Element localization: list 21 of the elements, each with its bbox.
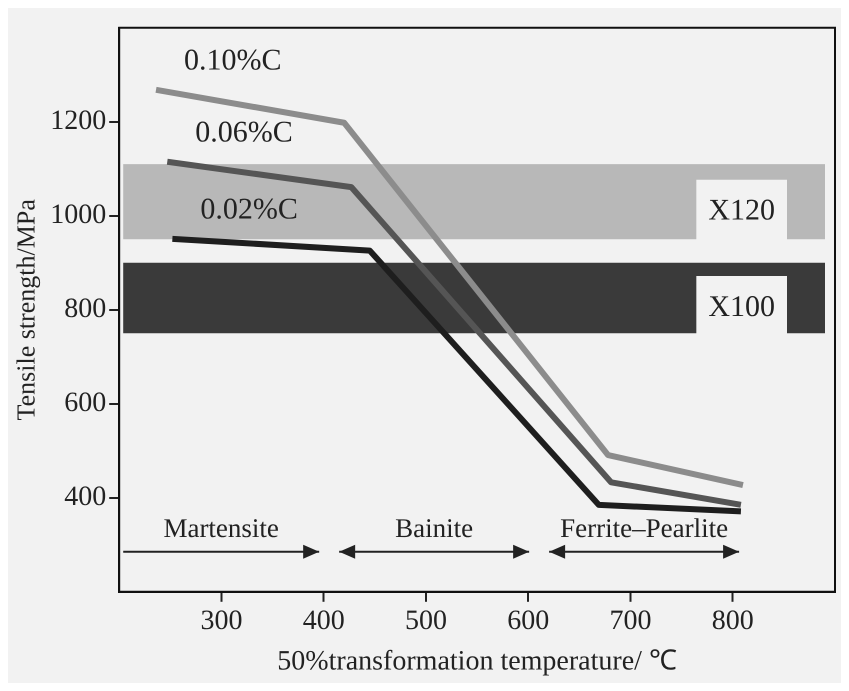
annotation: Martensite xyxy=(163,512,279,543)
y-tick-label: 1200 xyxy=(50,105,106,136)
series-label: 0.10%C xyxy=(184,44,282,77)
x-tick-label: 700 xyxy=(609,604,652,636)
y-axis-title: Tensile strength/MPa xyxy=(11,198,40,420)
band-label: X120 xyxy=(708,194,776,227)
series-label: 0.02%C xyxy=(200,192,298,226)
x-tick-label: 600 xyxy=(507,604,550,636)
x-axis-title: 50%transformation temperature/ ℃ xyxy=(277,646,677,677)
x-tick-label: 500 xyxy=(404,604,447,636)
series-label: 0.06%C xyxy=(195,116,293,149)
annotation: Bainite xyxy=(395,512,474,543)
y-tick-label: 600 xyxy=(64,387,106,418)
annotation: Ferrite–Pearlite xyxy=(560,512,728,543)
band-label: X100 xyxy=(708,290,776,323)
x-tick-label: 400 xyxy=(302,604,345,636)
x-tick-label: 800 xyxy=(712,604,754,636)
x-tick-label: 300 xyxy=(200,604,242,636)
y-tick-label: 400 xyxy=(64,481,106,512)
y-tick-label: 800 xyxy=(64,293,106,324)
y-tick-label: 1000 xyxy=(50,199,106,230)
